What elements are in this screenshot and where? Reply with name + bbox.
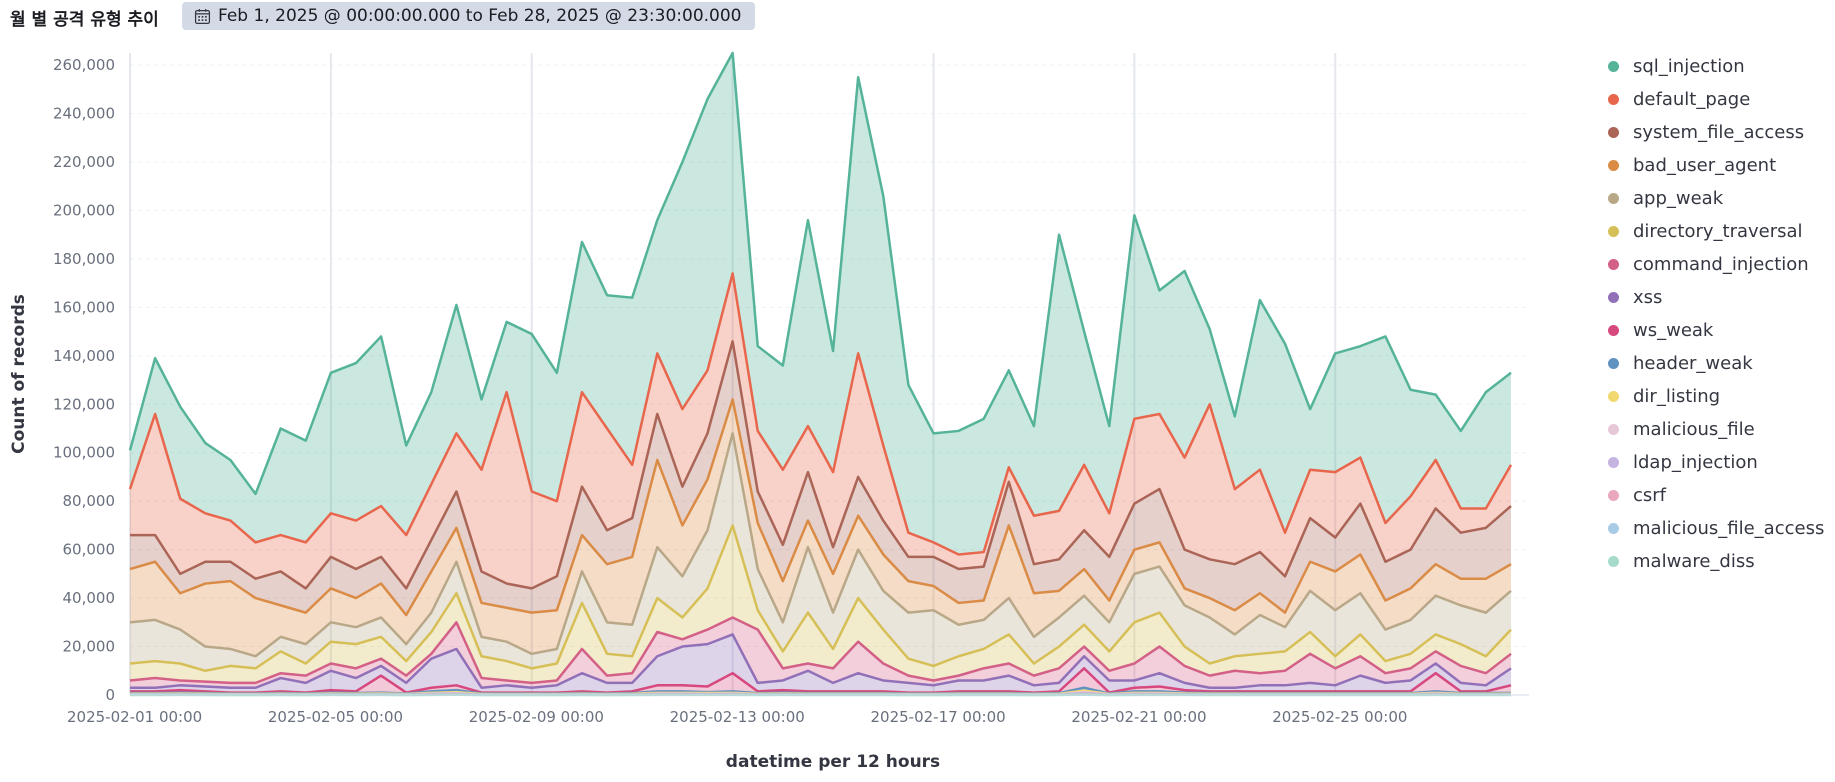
y-tick-label: 180,000 xyxy=(53,250,115,268)
legend-label: dir_listing xyxy=(1633,386,1721,407)
x-tick-label: 2025-02-13 00:00 xyxy=(670,708,805,726)
legend-swatch xyxy=(1608,457,1619,468)
legend-swatch xyxy=(1608,160,1619,171)
legend-label: header_weak xyxy=(1633,353,1753,374)
legend-item-app-weak[interactable]: app_weak xyxy=(1608,182,1824,215)
legend-swatch xyxy=(1608,259,1619,270)
legend-item-command-injection[interactable]: command_injection xyxy=(1608,248,1824,281)
line-system-file-access xyxy=(130,340,1512,590)
y-tick-label: 100,000 xyxy=(53,444,115,462)
x-tick-label: 2025-02-09 00:00 xyxy=(469,708,604,726)
y-tick-label: 260,000 xyxy=(53,56,115,74)
y-tick-label: 120,000 xyxy=(53,395,115,413)
legend-item-ws-weak[interactable]: ws_weak xyxy=(1608,314,1824,347)
area-app-weak xyxy=(130,433,1511,671)
legend-item-malicious-file-access[interactable]: malicious_file_access xyxy=(1608,512,1824,545)
legend-item-csrf[interactable]: csrf xyxy=(1608,479,1824,512)
line-xss xyxy=(130,633,1512,689)
line-app-weak xyxy=(129,432,1512,658)
x-tick-label: 2025-02-17 00:00 xyxy=(870,708,1005,726)
legend-label: default_page xyxy=(1633,89,1751,110)
y-tick-label: 80,000 xyxy=(63,492,116,510)
legend-label: ldap_injection xyxy=(1633,452,1758,473)
area-sql-injection xyxy=(130,53,1511,555)
legend-swatch xyxy=(1608,424,1619,435)
time-range-badge[interactable]: Feb 1, 2025 @ 00:00:00.000 to Feb 28, 20… xyxy=(182,2,755,30)
line-command-injection xyxy=(129,616,1512,685)
legend-swatch xyxy=(1608,226,1619,237)
y-tick-label: 160,000 xyxy=(53,298,115,316)
x-tick-label: 2025-02-25 00:00 xyxy=(1272,708,1407,726)
y-tick-label: 20,000 xyxy=(63,638,116,656)
y-tick-label: 200,000 xyxy=(53,201,115,219)
legend-item-ldap-injection[interactable]: ldap_injection xyxy=(1608,446,1824,479)
legend-label: app_weak xyxy=(1633,188,1724,209)
y-tick-label: 0 xyxy=(105,686,115,704)
legend-label: csrf xyxy=(1633,485,1667,506)
legend-item-malware-diss[interactable]: malware_diss xyxy=(1608,545,1824,578)
legend-item-xss[interactable]: xss xyxy=(1608,281,1824,314)
legend-label: malware_diss xyxy=(1633,551,1755,572)
legend-item-system-file-access[interactable]: system_file_access xyxy=(1608,116,1824,149)
y-tick-label: 140,000 xyxy=(53,347,115,365)
area-system-file-access xyxy=(130,341,1511,616)
legend-item-malicious-file[interactable]: malicious_file xyxy=(1608,413,1824,446)
legend-swatch xyxy=(1608,61,1619,72)
legend-label: sql_injection xyxy=(1633,56,1745,77)
line-default-page xyxy=(128,272,1513,556)
time-range-text: Feb 1, 2025 @ 00:00:00.000 to Feb 28, 20… xyxy=(218,6,742,26)
x-tick-label: 2025-02-01 00:00 xyxy=(67,708,202,726)
page-title: 월 별 공격 유형 추이 xyxy=(10,10,159,30)
chart-legend: sql_injection default_page system_file_acc… xyxy=(1608,50,1824,578)
legend-item-sql-injection[interactable]: sql_injection xyxy=(1608,50,1824,83)
legend-swatch xyxy=(1608,523,1619,534)
area-bad-user-agent xyxy=(130,399,1511,657)
x-tick-label: 2025-02-21 00:00 xyxy=(1071,708,1206,726)
legend-swatch xyxy=(1608,358,1619,369)
legend-label: malicious_file_access xyxy=(1633,518,1825,539)
y-tick-label: 40,000 xyxy=(63,589,116,607)
legend-item-bad-user-agent[interactable]: bad_user_agent xyxy=(1608,149,1824,182)
x-axis-title: datetime per 12 hours xyxy=(726,752,940,772)
legend-swatch xyxy=(1608,94,1619,105)
line-sql-injection xyxy=(128,51,1512,496)
legend-swatch xyxy=(1608,556,1619,567)
legend-swatch xyxy=(1608,193,1619,204)
x-tick-label: 2025-02-05 00:00 xyxy=(268,708,403,726)
line-directory-traversal xyxy=(129,524,1512,673)
y-tick-label: 240,000 xyxy=(53,105,115,123)
legend-label: system_file_access xyxy=(1633,122,1805,143)
line-ws-weak xyxy=(130,667,1512,694)
legend-label: bad_user_agent xyxy=(1633,155,1777,176)
legend-swatch xyxy=(1608,292,1619,303)
calendar-icon xyxy=(194,8,211,25)
legend-label: command_injection xyxy=(1633,254,1809,275)
legend-item-default-page[interactable]: default_page xyxy=(1608,83,1824,116)
legend-item-directory-traversal[interactable]: directory_traversal xyxy=(1608,215,1824,248)
legend-label: ws_weak xyxy=(1633,320,1714,341)
y-tick-label: 220,000 xyxy=(53,153,115,171)
legend-swatch xyxy=(1608,325,1619,336)
legend-label: directory_traversal xyxy=(1633,221,1803,242)
legend-swatch xyxy=(1608,127,1619,138)
legend-label: xss xyxy=(1633,287,1663,308)
area-command-injection xyxy=(130,617,1511,688)
area-default-page xyxy=(130,273,1511,589)
legend-swatch xyxy=(1608,490,1619,501)
legend-label: malicious_file xyxy=(1633,419,1755,440)
legend-item-dir-listing[interactable]: dir_listing xyxy=(1608,380,1824,413)
legend-item-header-weak[interactable]: header_weak xyxy=(1608,347,1824,380)
y-axis-title: Count of records xyxy=(9,294,29,454)
y-tick-label: 60,000 xyxy=(63,541,116,559)
legend-swatch xyxy=(1608,391,1619,402)
line-bad-user-agent xyxy=(129,398,1512,617)
